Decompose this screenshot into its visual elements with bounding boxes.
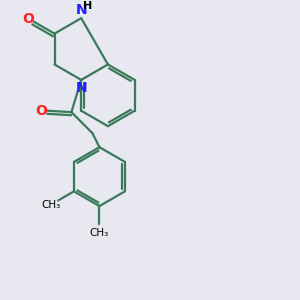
Text: CH₃: CH₃ <box>41 200 61 210</box>
Text: H: H <box>83 1 92 11</box>
Text: O: O <box>35 104 47 118</box>
Text: N: N <box>75 81 87 95</box>
Text: CH₃: CH₃ <box>90 228 109 238</box>
Text: O: O <box>22 12 34 26</box>
Text: N: N <box>75 3 87 17</box>
